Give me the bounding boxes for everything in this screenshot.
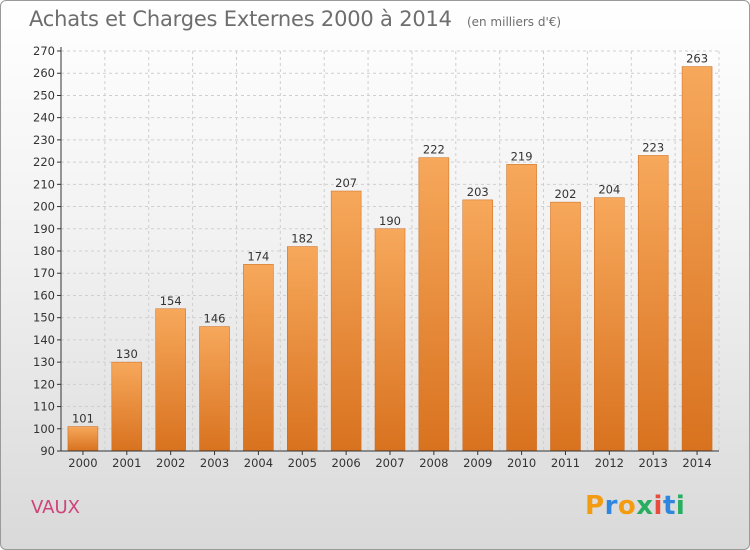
bar: [155, 308, 186, 452]
value-label: 223: [642, 140, 664, 154]
chart-subtitle: (en milliers d'€): [466, 15, 562, 29]
value-label: 207: [335, 176, 357, 190]
value-label: 190: [379, 214, 401, 228]
y-tick-label: 100: [33, 422, 55, 436]
bar: [462, 199, 493, 452]
y-tick-label: 110: [33, 400, 55, 414]
proxiti-logo: Proxiti: [585, 491, 685, 521]
y-tick-label: 120: [33, 377, 55, 391]
x-tick-label: 2005: [288, 456, 317, 470]
value-label: 222: [423, 143, 445, 157]
x-tick-label: 2008: [419, 456, 448, 470]
y-tick-label: 90: [40, 444, 55, 458]
x-tick-label: 2007: [375, 456, 404, 470]
y-tick-label: 180: [33, 244, 55, 258]
bar: [330, 190, 362, 452]
logo-letter: i: [653, 491, 663, 521]
x-tick-label: 2010: [507, 456, 536, 470]
value-label: 101: [72, 412, 94, 426]
x-tick-label: 2014: [682, 456, 711, 470]
y-tick-label: 270: [33, 44, 55, 58]
axes: [57, 47, 719, 455]
y-tick-label: 170: [33, 266, 55, 280]
x-tick-label: 2001: [112, 456, 141, 470]
y-tick-label: 220: [33, 155, 55, 169]
value-label: 154: [160, 294, 182, 308]
value-label: 146: [204, 312, 226, 326]
labels: 90 100 110 120 130 140 150 160 170 180 190 200 210 22…: [33, 44, 712, 470]
bar: [681, 66, 713, 452]
bar: [506, 164, 537, 452]
y-tick-label: 160: [33, 288, 55, 302]
y-tick-label: 150: [33, 311, 55, 325]
x-tick-label: 2012: [595, 456, 624, 470]
bar: [418, 157, 450, 452]
x-tick-label: 2009: [463, 456, 492, 470]
value-label: 130: [116, 347, 138, 361]
y-tick-label: 260: [33, 66, 55, 80]
value-label: 263: [686, 52, 708, 66]
bar: [199, 326, 230, 452]
y-tick-label: 200: [33, 200, 55, 214]
value-label: 182: [291, 232, 313, 246]
value-label: 219: [511, 149, 533, 163]
bar: [287, 246, 318, 452]
value-label: 174: [247, 249, 269, 263]
x-tick-label: 2011: [551, 456, 580, 470]
y-tick-label: 230: [33, 133, 55, 147]
logo-letter: i: [675, 491, 686, 521]
bar: [243, 264, 274, 452]
x-tick-label: 2003: [200, 456, 229, 470]
x-tick-label: 2002: [156, 456, 185, 470]
bar: [594, 197, 625, 452]
value-label: 202: [554, 187, 576, 201]
logo-letter: x: [636, 491, 654, 521]
bars: [67, 66, 713, 452]
y-tick-label: 250: [33, 88, 55, 102]
bar: [374, 228, 406, 452]
x-tick-label: 2013: [639, 456, 668, 470]
logo-letter: o: [617, 491, 637, 521]
logo-letter: t: [662, 491, 676, 521]
value-label: 204: [598, 183, 620, 197]
y-tick-label: 190: [33, 222, 55, 236]
x-tick-label: 2004: [244, 456, 273, 470]
logo-letter: r: [604, 491, 618, 521]
bar: [111, 361, 143, 452]
chart-title: Achats et Charges Externes 2000 à 2014: [29, 7, 452, 31]
y-tick-label: 130: [33, 355, 55, 369]
y-tick-label: 210: [33, 177, 55, 191]
y-tick-label: 140: [33, 333, 55, 347]
bar: [637, 155, 669, 452]
value-label: 203: [467, 185, 489, 199]
bar: [550, 201, 581, 452]
x-tick-label: 2006: [331, 456, 360, 470]
y-tick-label: 240: [33, 111, 55, 125]
bar: [67, 426, 99, 452]
x-tick-label: 2000: [68, 456, 97, 470]
commune-name: VAUX: [31, 497, 80, 518]
title-row: Achats et Charges Externes 2000 à 2014 (…: [29, 7, 561, 31]
logo-letter: P: [585, 491, 605, 521]
